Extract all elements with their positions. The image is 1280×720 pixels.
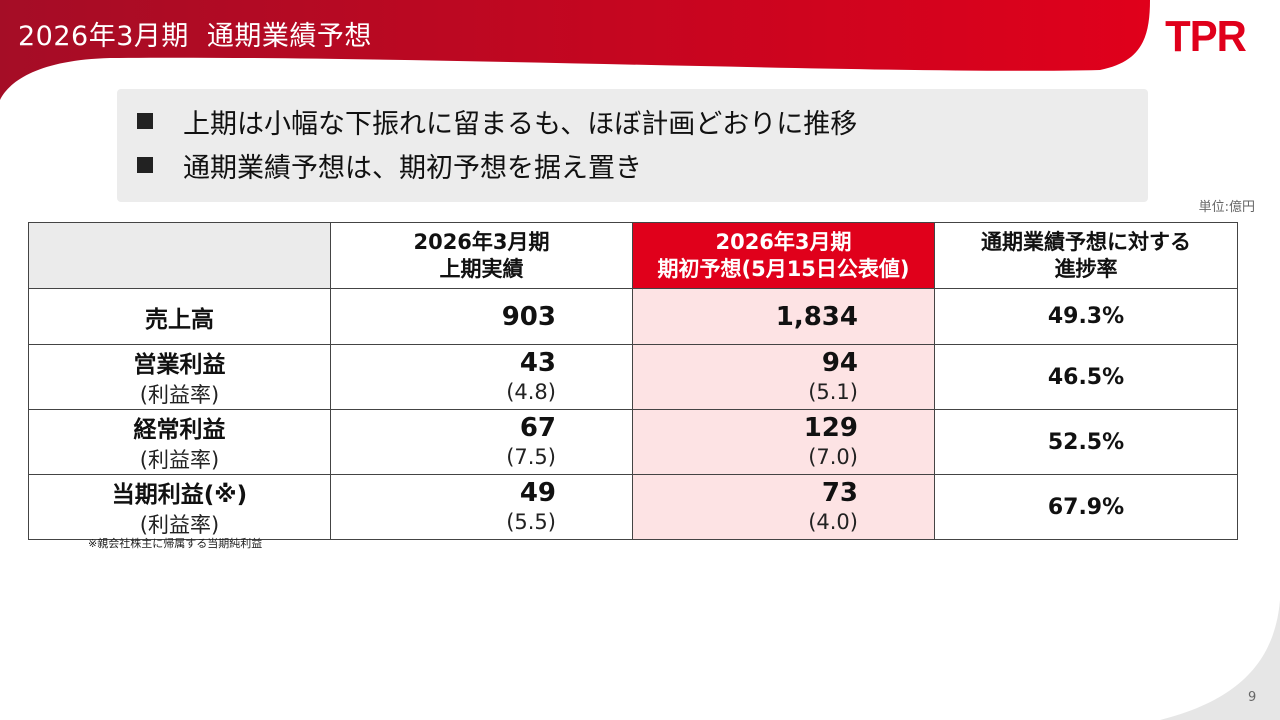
value: 43 xyxy=(519,348,556,378)
header-line: 期初予想(5月15日公表値) xyxy=(657,256,910,281)
label-text: 当期利益(※) xyxy=(111,482,248,508)
sublabel-text: (利益率) xyxy=(139,383,220,407)
forecast-value: 1,834 xyxy=(632,288,935,345)
footnote: ※親会社株主に帰属する当期純利益 xyxy=(88,537,263,550)
header-progress: 通期業績予想に対する 進捗率 xyxy=(934,222,1238,289)
margin: (5.5) xyxy=(506,510,556,534)
header-line: 通期業績予想に対する xyxy=(981,229,1191,254)
row-label: 営業利益 (利益率) xyxy=(28,344,331,410)
forecast-value: 129 (7.0) xyxy=(632,409,935,475)
header-line: 上期実績 xyxy=(439,256,524,281)
table-header-row: 2026年3月期 上期実績 2026年3月期 期初予想(5月15日公表値) 通期業績… xyxy=(28,222,1238,289)
progress-value: 49.3% xyxy=(934,288,1238,345)
table-row: 営業利益 (利益率) 43 (4.8) 94 (5.1) 46.5% xyxy=(28,344,1238,410)
label-text: 営業利益 xyxy=(133,352,226,378)
actual-value: 43 (4.8) xyxy=(330,344,633,410)
header-line: 進捗率 xyxy=(1054,256,1118,281)
summary-box: 上期は小幅な下振れに留まるも、ほぼ計画どおりに推移 通期業績予想は、期初予想を据… xyxy=(117,89,1148,202)
actual-value: 903 xyxy=(330,288,633,345)
square-bullet-icon xyxy=(137,157,153,173)
header-forecast: 2026年3月期 期初予想(5月15日公表値) xyxy=(632,222,935,289)
forecast-table: 2026年3月期 上期実績 2026年3月期 期初予想(5月15日公表値) 通期業績… xyxy=(28,222,1238,540)
forecast-value: 73 (4.0) xyxy=(632,474,935,540)
title-text: 通期業績予想 xyxy=(206,21,372,52)
margin: (4.8) xyxy=(506,380,556,404)
bullet-item: 上期は小幅な下振れに留まるも、ほぼ計画どおりに推移 xyxy=(137,99,1148,143)
value: 129 xyxy=(803,413,858,443)
value: 73 xyxy=(821,478,858,508)
row-label: 経常利益 (利益率) xyxy=(28,409,331,475)
unit-label: 単位:億円 xyxy=(1198,200,1255,215)
table-row: 当期利益(※) (利益率) 49 (5.5) 73 (4.0) 67.9% xyxy=(28,474,1238,540)
table-row: 売上高 903 1,834 49.3% xyxy=(28,288,1238,345)
header-banner xyxy=(0,0,1150,100)
bullet-item: 通期業績予想は、期初予想を据え置き xyxy=(137,143,1148,187)
table-row: 経常利益 (利益率) 67 (7.5) 129 (7.0) 52.5% xyxy=(28,409,1238,475)
row-label: 売上高 xyxy=(28,288,331,345)
margin: (4.0) xyxy=(808,510,858,534)
margin: (7.5) xyxy=(506,445,556,469)
page-number: 9 xyxy=(1248,690,1257,705)
header-empty xyxy=(28,222,331,289)
actual-value: 67 (7.5) xyxy=(330,409,633,475)
margin: (5.1) xyxy=(808,380,858,404)
tpr-logo: TPR xyxy=(1165,12,1247,61)
row-label: 当期利益(※) (利益率) xyxy=(28,474,331,540)
header-line: 2026年3月期 xyxy=(413,229,550,254)
value: 49 xyxy=(519,478,556,508)
sublabel-text: (利益率) xyxy=(139,448,220,472)
sublabel-text: (利益率) xyxy=(139,513,220,537)
progress-value: 67.9% xyxy=(934,474,1238,540)
decorative-swoosh xyxy=(1160,600,1280,720)
forecast-value: 94 (5.1) xyxy=(632,344,935,410)
margin: (7.0) xyxy=(808,445,858,469)
value: 67 xyxy=(519,413,556,443)
value: 94 xyxy=(821,348,858,378)
label-text: 経常利益 xyxy=(133,417,226,443)
actual-value: 49 (5.5) xyxy=(330,474,633,540)
square-bullet-icon xyxy=(137,113,153,129)
page-title: 2026年3月期 通期業績予想 xyxy=(18,14,372,53)
bullet-text: 上期は小幅な下振れに留まるも、ほぼ計画どおりに推移 xyxy=(183,108,858,140)
header-line: 2026年3月期 xyxy=(715,229,852,254)
progress-value: 46.5% xyxy=(934,344,1238,410)
header-actual: 2026年3月期 上期実績 xyxy=(330,222,633,289)
bullet-text: 通期業績予想は、期初予想を据え置き xyxy=(183,152,642,184)
progress-value: 52.5% xyxy=(934,409,1238,475)
title-period: 2026年3月期 xyxy=(18,21,189,52)
